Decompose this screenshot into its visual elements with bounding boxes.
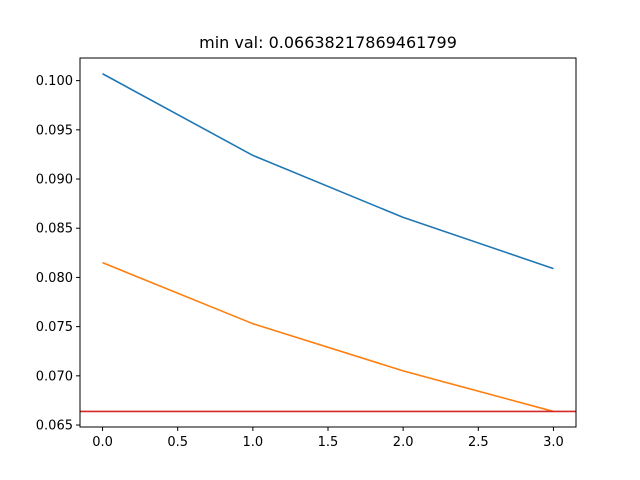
- plot-area: 0.0 0.5 1.0 1.5 2.0 2.5 3.0 0.065 0.070 0.075 0.08…: [36, 57, 577, 450]
- series-line-0: [102, 73, 554, 270]
- y-tick-label: 0.065: [36, 419, 73, 434]
- x-tick-label: 2.5: [468, 435, 489, 450]
- x-tick-label: 2.0: [393, 435, 414, 450]
- y-tick-label: 0.080: [36, 271, 73, 286]
- x-tick-label: 0.5: [167, 435, 188, 450]
- x-tick-label: 0.0: [92, 435, 113, 450]
- chart-title: min val: 0.06638217869461799: [199, 33, 457, 52]
- y-tick-label: 0.075: [36, 320, 73, 335]
- plot-frame: [79, 57, 577, 428]
- x-tick-label: 3.0: [543, 435, 564, 450]
- x-tick-label: 1.0: [243, 435, 264, 450]
- y-tick-label: 0.095: [36, 123, 73, 138]
- y-tick-label: 0.085: [36, 222, 73, 237]
- y-tick-label: 0.090: [36, 173, 73, 188]
- x-tick-label: 1.5: [318, 435, 339, 450]
- series-line-1: [102, 261, 554, 413]
- y-tick-label: 0.070: [36, 369, 73, 384]
- y-tick-label: 0.100: [36, 74, 73, 89]
